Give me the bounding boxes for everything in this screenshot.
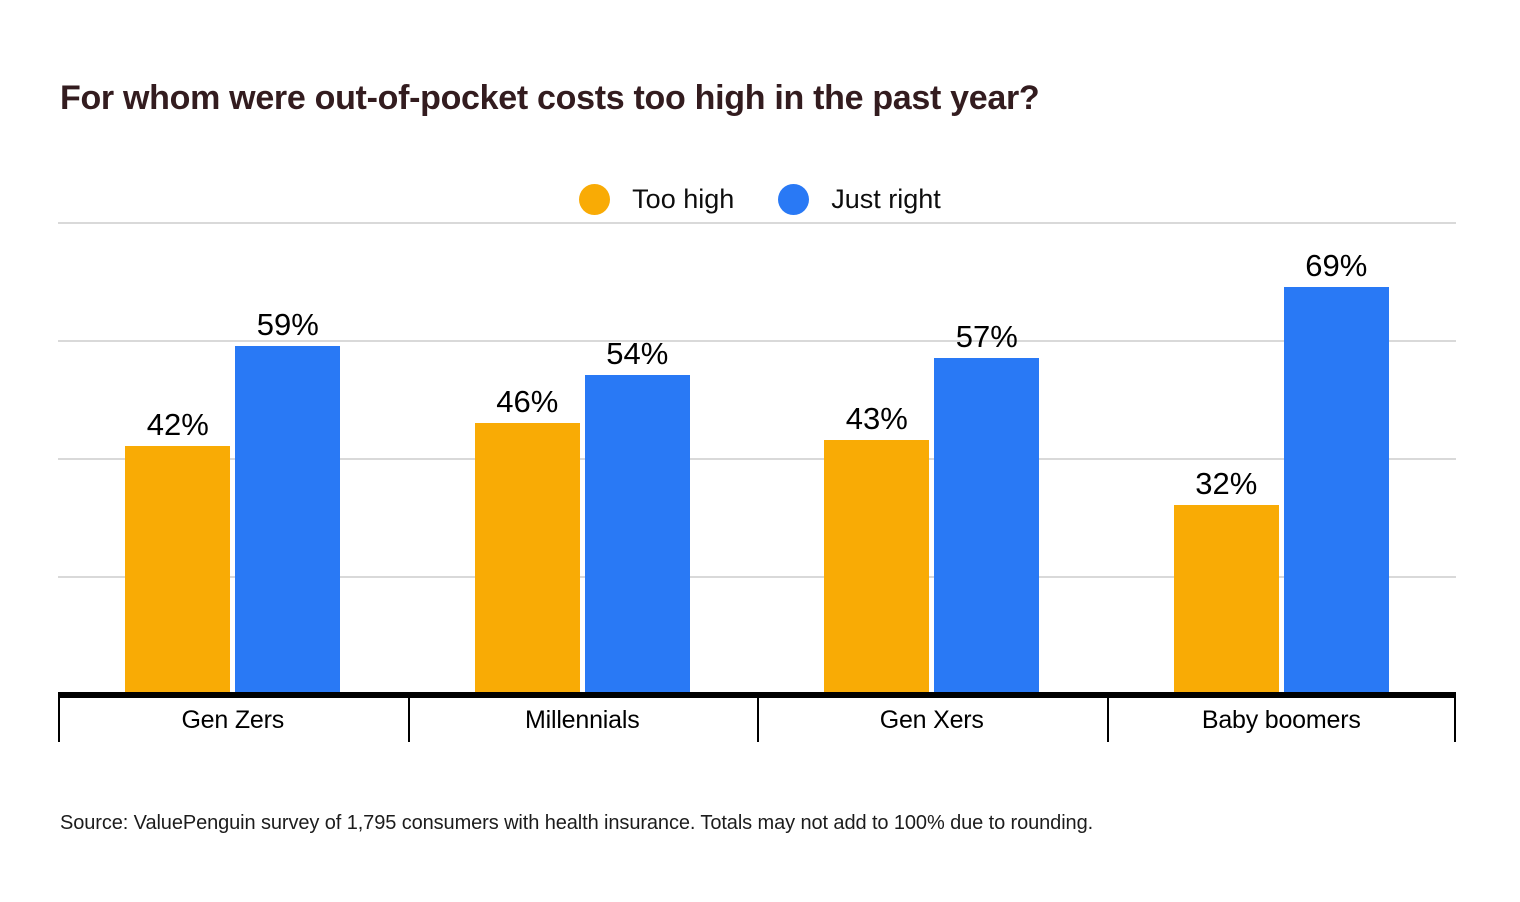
bar-too-high: 46% bbox=[474, 386, 580, 694]
bar-value-label: 57% bbox=[955, 319, 1018, 354]
source-note: Source: ValuePenguin survey of 1,795 con… bbox=[60, 812, 1094, 834]
bar-too-high: 42% bbox=[125, 409, 231, 694]
category-label-millennials: Millennials bbox=[524, 705, 640, 734]
gridline-20pct bbox=[58, 576, 1456, 578]
legend: Too high Just right bbox=[0, 182, 1520, 216]
bar-just-right: 69% bbox=[1283, 250, 1389, 694]
category-separator bbox=[58, 698, 60, 742]
category-separator bbox=[757, 698, 759, 742]
category-separator bbox=[1107, 698, 1109, 742]
bar-value-label: 69% bbox=[1305, 248, 1368, 283]
category-labels: Gen Zers Millennials Gen Xers Baby boomers bbox=[58, 698, 1456, 742]
legend-item-just-right: Just right bbox=[778, 183, 941, 215]
legend-swatch-too-high-icon bbox=[579, 183, 611, 215]
x-axis-line bbox=[58, 692, 1456, 698]
bar-just-right: 59% bbox=[235, 309, 341, 694]
category-label-baby-boomers: Baby boomers bbox=[1201, 705, 1361, 734]
bar-group-millennials: 46% 54% bbox=[408, 222, 758, 694]
gridline-80pct bbox=[58, 222, 1456, 224]
bar-just-right: 54% bbox=[584, 338, 690, 694]
gridline-60pct bbox=[58, 340, 1456, 342]
bar-group-gen-zers: 42% 59% bbox=[58, 222, 408, 694]
gridline-40pct bbox=[58, 458, 1456, 460]
legend-label-just-right: Just right bbox=[831, 183, 941, 214]
bar-too-high: 43% bbox=[824, 403, 930, 694]
bar-value-label: 59% bbox=[256, 307, 319, 342]
bar-just-right: 57% bbox=[934, 321, 1040, 694]
bar-value-label: 43% bbox=[845, 401, 908, 436]
bar-group-baby-boomers: 32% 69% bbox=[1107, 222, 1457, 694]
legend-swatch-just-right-icon bbox=[778, 183, 810, 215]
legend-item-too-high: Too high bbox=[579, 183, 735, 215]
category-label-gen-xers: Gen Xers bbox=[879, 705, 984, 734]
legend-label-too-high: Too high bbox=[632, 183, 735, 214]
category-axis-band: Gen Zers Millennials Gen Xers Baby boomers bbox=[58, 698, 1456, 742]
bar-value-label: 54% bbox=[606, 336, 669, 371]
bar-value-label: 46% bbox=[496, 384, 559, 419]
bar-group-gen-xers: 43% 57% bbox=[757, 222, 1107, 694]
plot-area: 42% 59% 46% 54% 43% 57% 32% 69% bbox=[58, 222, 1456, 694]
bar-too-high: 32% bbox=[1173, 468, 1279, 694]
bar-groups: 42% 59% 46% 54% 43% 57% 32% 69% bbox=[58, 222, 1456, 694]
bar-value-label: 32% bbox=[1195, 466, 1258, 501]
category-separator bbox=[1454, 698, 1456, 742]
bar-value-label: 42% bbox=[146, 407, 209, 442]
category-separator bbox=[408, 698, 410, 742]
category-label-gen-zers: Gen Zers bbox=[181, 705, 285, 734]
chart-title: For whom were out-of-pocket costs too hi… bbox=[60, 79, 1040, 117]
